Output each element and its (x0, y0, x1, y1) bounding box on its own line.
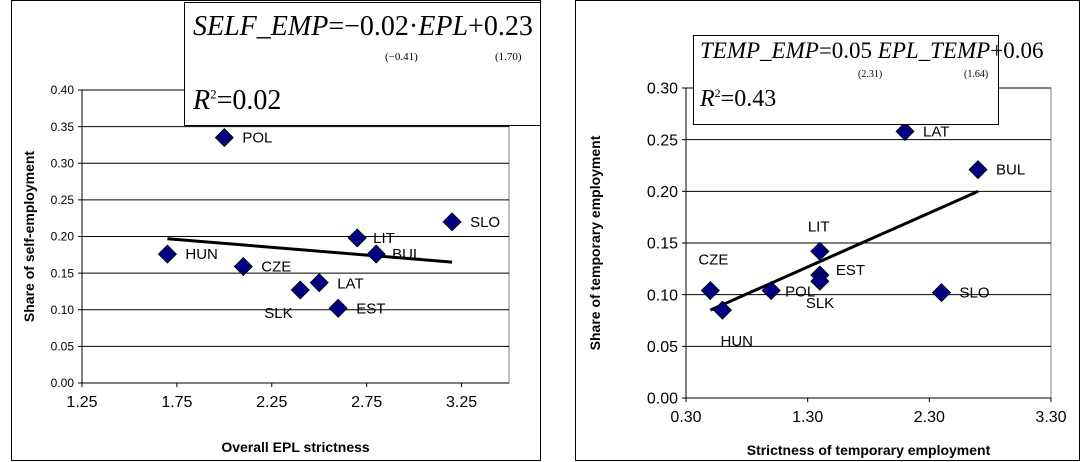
y-tick-label: 0.00 (647, 391, 678, 408)
x-tick-label: 1.30 (792, 409, 823, 426)
data-point-cze (700, 280, 720, 301)
y-tick-label: 0.10 (51, 303, 75, 317)
equation-box-right: TEMP_EMP=0.05 EPL_TEMP+0.06 (2.31) (1.64… (693, 35, 1043, 125)
data-label-bul: BUL (392, 246, 421, 263)
x-tick-label: 1.25 (66, 394, 97, 411)
y-tick-label: 0.40 (51, 83, 75, 97)
trend-line (167, 237, 453, 264)
data-point-hun (157, 244, 177, 264)
data-label-pol: POL (785, 284, 815, 301)
data-point-bul (366, 244, 386, 264)
data-point-cze (233, 256, 253, 277)
y-tick-label: 0.05 (647, 339, 678, 356)
data-point-pol (761, 280, 781, 301)
data-point-slo (931, 283, 952, 303)
data-point-slo (442, 212, 462, 232)
data-label-lat: LAT (337, 276, 363, 293)
x-tick-label: 0.30 (670, 409, 701, 426)
y-tick-label: 0.00 (51, 376, 75, 390)
t-stat-coef2-left: (1.70) (495, 51, 522, 63)
y-tick-label: 0.10 (647, 287, 678, 304)
y-tick-label: 0.15 (647, 236, 678, 253)
y-tick-label: 0.15 (51, 266, 75, 280)
data-point-slk (810, 271, 830, 291)
x-tick-label: 2.75 (351, 394, 382, 411)
r-squared-right: R2=0.43 (700, 86, 777, 112)
data-label-slk: SLK (264, 305, 292, 322)
y-tick-label: 0.25 (647, 132, 678, 149)
data-label-bul: BUL (996, 162, 1025, 179)
data-label-est: EST (356, 300, 385, 317)
data-label-lit: LIT (373, 230, 395, 247)
data-point-lit (810, 241, 830, 261)
data-label-hun: HUN (721, 333, 754, 350)
chart-right-panel: 0.00 0.05 0.10 0.15 0.20 0.25 0.30 0.30 1.30 2.30… (575, 0, 1080, 461)
regression-equation-right: TEMP_EMP=0.05 EPL_TEMP+0.06 (700, 38, 1044, 63)
data-label-pol: POL (242, 130, 272, 147)
y-axis-title: Share of self-employment (21, 151, 37, 322)
t-stat-coef1-left: (−0.41) (385, 51, 418, 63)
data-label-cze: CZE (261, 259, 291, 276)
y-tick-label: 0.25 (51, 193, 75, 207)
data-point-lit (347, 228, 367, 248)
y-tick-label: 0.20 (647, 184, 678, 201)
equation-box-left: SELF_EMP=−0.02·EPL+0.23 (−0.41) (1.70) R… (184, 2, 541, 126)
t-stat-coef2-right: (1.64) (964, 69, 989, 80)
data-point-est (328, 298, 348, 318)
y-tick-label: 0.30 (51, 156, 75, 170)
data-point-bul (968, 160, 988, 180)
trend-line (709, 189, 979, 312)
r-squared-left: R2=0.02 (193, 85, 282, 116)
t-stat-coef1-right: (2.31) (858, 69, 883, 80)
y-tick-label: 0.30 (647, 81, 678, 98)
data-label-hun: HUN (185, 246, 218, 263)
x-axis-title: Overall EPL strictness (221, 439, 370, 455)
x-tick-label: 3.25 (446, 394, 477, 411)
data-label-est: EST (836, 262, 865, 279)
y-tick-label: 0.35 (51, 120, 75, 134)
data-point-slk (290, 280, 310, 300)
y-tick-label: 0.05 (51, 340, 75, 354)
y-axis-title: Share of temporary employment (587, 135, 603, 350)
data-label-slo: SLO (470, 214, 500, 231)
regression-equation-left: SELF_EMP=−0.02·EPL+0.23 (193, 11, 533, 42)
data-label-lit: LIT (808, 218, 830, 235)
data-point-lat (895, 121, 915, 141)
data-label-slk: SLK (806, 295, 834, 312)
data-label-lat: LAT (923, 123, 949, 140)
self-employment-scatter-plot: 0.00 0.05 0.10 0.15 0.20 0.25 0.30 0.35 0.40 1.25… (21, 83, 510, 455)
data-point-hun (712, 300, 733, 320)
y-tick-label: 0.20 (51, 230, 75, 244)
data-point-pol (214, 128, 234, 148)
x-tick-label: 2.25 (256, 394, 287, 411)
data-label-slo: SLO (960, 285, 990, 302)
data-label-cze: CZE (698, 252, 728, 269)
x-tick-label: 2.30 (914, 409, 945, 426)
chart-left-panel: 0.00 0.05 0.10 0.15 0.20 0.25 0.30 0.35 0.40 1.25… (11, 0, 541, 461)
x-tick-label: 3.30 (1035, 409, 1066, 426)
x-axis-title: Strictness of temporary employment (747, 442, 991, 458)
x-tick-label: 1.75 (161, 394, 192, 411)
data-point-lat (309, 273, 329, 293)
